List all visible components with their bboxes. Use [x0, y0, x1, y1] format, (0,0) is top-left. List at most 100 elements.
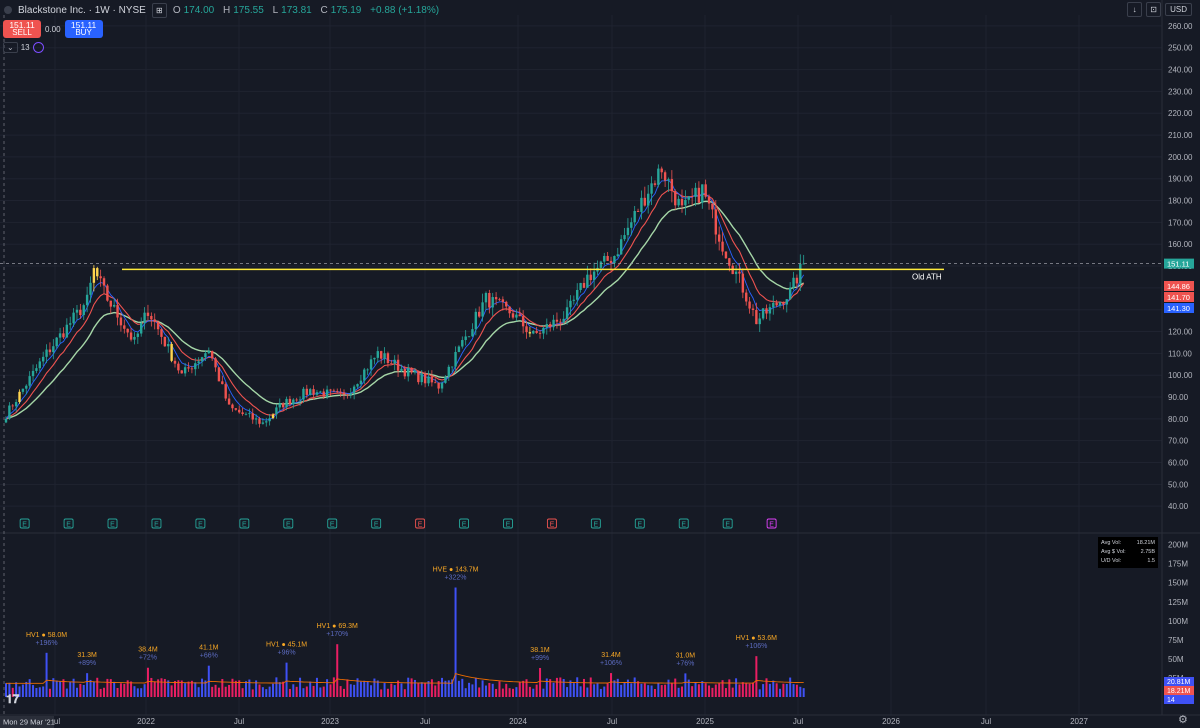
- candle-body: [197, 361, 200, 364]
- earnings-marker: [151, 518, 162, 529]
- volume-bar: [258, 684, 261, 697]
- indicators-toggle[interactable]: ⌄ 13: [3, 42, 44, 53]
- candle-body: [31, 370, 35, 377]
- candle-body: [231, 404, 234, 409]
- volume-bar: [390, 683, 393, 697]
- volume-bar: [505, 683, 508, 697]
- candle-body: [227, 398, 231, 405]
- gear-icon[interactable]: ⚙: [1178, 714, 1188, 726]
- volume-bar: [653, 689, 656, 697]
- candle-body: [788, 287, 792, 300]
- buy-button[interactable]: 151.11 BUY: [64, 20, 103, 38]
- volume-label-pct: +89%: [78, 660, 96, 667]
- arrow-down-icon[interactable]: ↓: [1127, 2, 1143, 17]
- volume-bar: [312, 685, 315, 697]
- indicator-count: 13: [20, 43, 30, 52]
- candle-body: [342, 392, 346, 395]
- volume-bar: [268, 686, 271, 697]
- price-tick-label: 70.00: [1168, 437, 1189, 446]
- time-tick-label: 2023: [321, 717, 339, 726]
- candle-body: [14, 402, 18, 407]
- volume-bar: [765, 678, 768, 697]
- candle-body: [238, 409, 241, 413]
- volume-bar: [170, 685, 173, 697]
- candle-body: [690, 196, 694, 198]
- candle-body: [778, 302, 782, 306]
- candle-body: [734, 271, 738, 275]
- volume-bar: [430, 679, 433, 697]
- volume-bar: [8, 682, 11, 697]
- indicator-icon[interactable]: [32, 42, 44, 53]
- time-cursor-label: Mon 29 Mar '21: [3, 718, 55, 727]
- symbol-title[interactable]: Blackstone Inc. · 1W · NYSE: [18, 4, 146, 16]
- volume-bar: [664, 684, 667, 697]
- candle-body: [663, 172, 667, 181]
- candle-body: [102, 278, 106, 286]
- candle-body: [494, 297, 498, 300]
- volume-bar: [45, 652, 48, 697]
- volume-bar: [691, 686, 694, 697]
- candle-body: [4, 418, 8, 423]
- price-tick-label: 220.00: [1168, 109, 1193, 118]
- candle-body: [48, 349, 52, 353]
- candle-body: [281, 403, 285, 408]
- volume-bar: [599, 688, 602, 697]
- tradingview-logo-icon[interactable]: 𝟏𝟕: [6, 692, 20, 706]
- compare-icon[interactable]: ⊞: [151, 2, 167, 18]
- volume-bar: [397, 680, 400, 697]
- candle-body: [532, 330, 535, 334]
- candle-body: [383, 353, 386, 359]
- volume-label-value: HV1 ● 53.6M: [736, 635, 777, 642]
- candle-body: [511, 313, 515, 318]
- volume-bar: [427, 681, 430, 697]
- volume-label-pct: +322%: [445, 575, 467, 582]
- candle-body: [254, 418, 258, 420]
- volume-bar: [123, 683, 126, 697]
- volume-bar: [572, 683, 575, 697]
- candle-body: [569, 300, 572, 308]
- candle-body: [724, 251, 728, 259]
- earnings-marker: [634, 518, 645, 529]
- candle-body: [687, 196, 690, 200]
- candle-body: [707, 196, 711, 204]
- volume-bar: [434, 685, 437, 697]
- time-tick-label: Jul: [234, 717, 244, 726]
- volume-bar: [380, 689, 383, 697]
- candle-body: [302, 388, 305, 400]
- change-readout: +0.88 (+1.18%): [370, 4, 440, 16]
- volume-bar: [613, 680, 616, 697]
- candle-body: [268, 418, 271, 422]
- candle-body: [505, 301, 508, 307]
- volume-bar: [532, 688, 535, 697]
- volume-bar: [86, 673, 89, 697]
- candle-body: [413, 370, 417, 373]
- earnings-label: E: [418, 522, 423, 529]
- candle-body: [717, 234, 721, 242]
- sell-button[interactable]: 151.11 SELL: [3, 20, 41, 38]
- earnings-marker: [415, 518, 426, 529]
- candle-body: [85, 294, 89, 306]
- currency-selector[interactable]: USD: [1165, 3, 1192, 16]
- volume-tick-label: 50M: [1168, 655, 1184, 664]
- volume-bar: [55, 680, 58, 697]
- candle-body: [545, 324, 548, 328]
- chevron-down-icon[interactable]: ⌄: [3, 42, 18, 53]
- candle-body: [755, 309, 758, 325]
- earnings-label: E: [550, 522, 555, 529]
- volume-bar: [606, 683, 609, 697]
- volume-label-value: HV1 ● 69.3M: [317, 623, 358, 630]
- volume-bar: [65, 688, 68, 697]
- volume-bar: [718, 683, 721, 697]
- candle-body: [288, 398, 292, 405]
- volume-bar: [346, 679, 349, 697]
- candle-body: [35, 368, 38, 371]
- price-tick-label: 60.00: [1168, 459, 1189, 468]
- volume-bar: [292, 684, 295, 697]
- lock-icon[interactable]: ⊡: [1146, 2, 1162, 17]
- volume-bar: [234, 680, 237, 697]
- volume-bar: [792, 684, 795, 697]
- stat-avg-vol: Avg Vol: 18.21M: [1101, 540, 1155, 546]
- candle-body: [741, 273, 745, 293]
- candle-body: [559, 321, 562, 323]
